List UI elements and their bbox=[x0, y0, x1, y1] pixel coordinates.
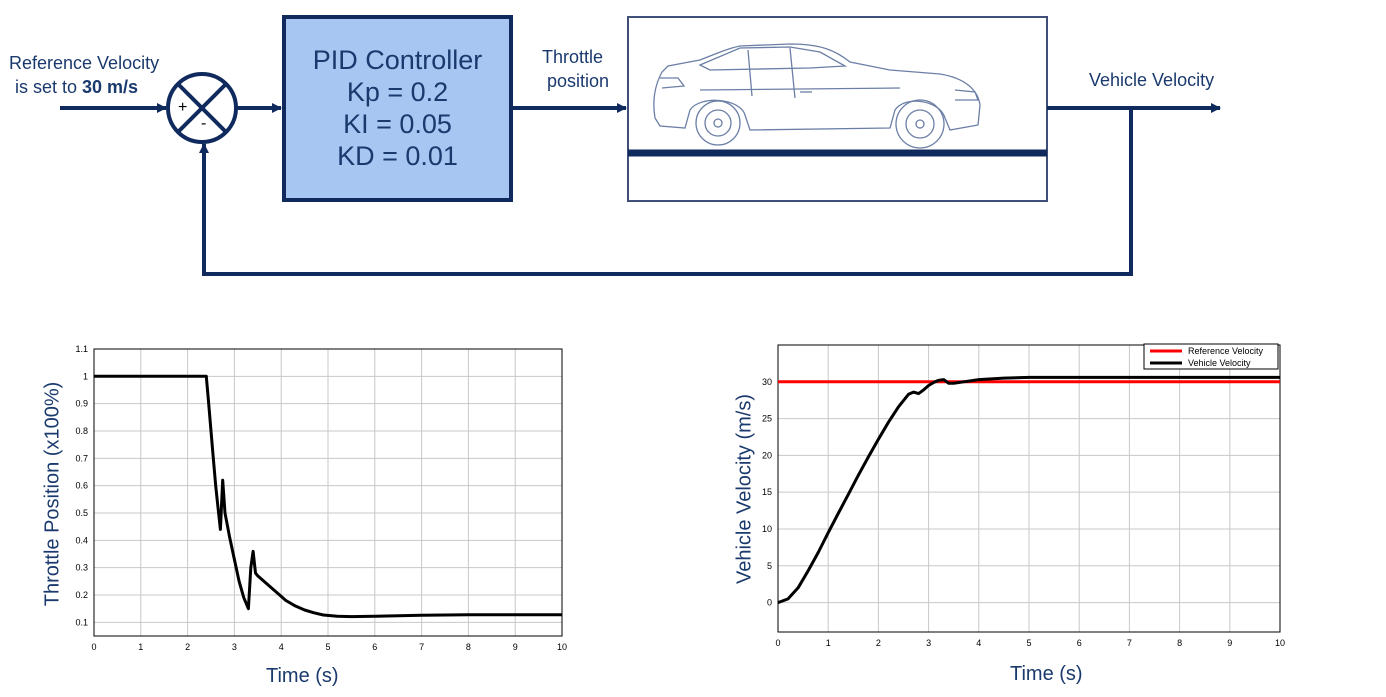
chart2-xlabel: Time (s) bbox=[1010, 663, 1083, 685]
chart2-xtick-label: 10 bbox=[1275, 638, 1285, 648]
pid-kp: Kp = 0.2 bbox=[346, 77, 449, 107]
sum-plus-sign: + bbox=[178, 99, 188, 116]
reference-label-line2: is set to 30 m/s bbox=[15, 77, 138, 98]
pid-controller-block bbox=[282, 15, 513, 202]
chart2-ytick-label: 20 bbox=[762, 450, 772, 460]
chart1-xlabel: Time (s) bbox=[266, 665, 339, 687]
chart2-ytick-label: 25 bbox=[762, 414, 772, 424]
chart1-ytick-label: 0.5 bbox=[75, 508, 88, 518]
chart1-xtick-label: 1 bbox=[138, 642, 143, 652]
block-diagram bbox=[60, 15, 1221, 276]
chart2-ytick-label: 0 bbox=[767, 598, 772, 608]
chart1-ytick-label: 0.4 bbox=[75, 535, 88, 545]
chart1-xtick-label: 5 bbox=[325, 642, 330, 652]
sum-minus-sign: - bbox=[201, 115, 207, 132]
chart1-ytick-label: 0.2 bbox=[75, 590, 88, 600]
car-icon bbox=[653, 43, 981, 149]
chart2-xtick-label: 1 bbox=[826, 638, 831, 648]
chart1-xtick-label: 2 bbox=[185, 642, 190, 652]
chart2-xtick-label: 9 bbox=[1227, 638, 1232, 648]
pid-ki: KI = 0.05 bbox=[343, 109, 452, 139]
chart2-ylabel: Vehicle Velocity (m/s) bbox=[733, 393, 756, 585]
chart2-xtick-label: 5 bbox=[1026, 638, 1031, 648]
chart2-ytick-label: 10 bbox=[762, 524, 772, 534]
chart1-xtick-label: 0 bbox=[91, 642, 96, 652]
chart1-xtick-label: 3 bbox=[232, 642, 237, 652]
chart2-ytick-label: 30 bbox=[762, 377, 772, 387]
chart2-xtick-label: 8 bbox=[1177, 638, 1182, 648]
chart1-xtick-label: 7 bbox=[419, 642, 424, 652]
reference-label-line1: Reference Velocity bbox=[9, 53, 160, 73]
feedback-path bbox=[199, 108, 1133, 276]
pid-title: PID Controller bbox=[312, 45, 483, 75]
chart1-ytick-label: 0.1 bbox=[75, 617, 88, 627]
reference-value: 30 m/s bbox=[82, 77, 139, 97]
reference-label-prefix: is set to bbox=[15, 77, 83, 97]
chart2-plot-frame bbox=[777, 344, 1281, 633]
chart2-xtick-label: 6 bbox=[1077, 638, 1082, 648]
chart1-plot-frame bbox=[93, 348, 563, 637]
chart2-series-line-1 bbox=[777, 375, 1280, 605]
chart2-legend-label: Vehicle Velocity bbox=[1188, 358, 1251, 368]
chart1-xtick-label: 10 bbox=[557, 642, 567, 652]
chart2-xtick-label: 2 bbox=[876, 638, 881, 648]
chart2-xtick-label: 3 bbox=[926, 638, 931, 648]
chart2-xtick-label: 4 bbox=[976, 638, 981, 648]
chart1-ytick-label: 0.3 bbox=[75, 563, 88, 573]
chart2-legend-label: Reference Velocity bbox=[1188, 346, 1264, 356]
chart1-ytick-label: 1.1 bbox=[75, 344, 88, 354]
chart1-xtick-label: 6 bbox=[372, 642, 377, 652]
chart1-ytick-label: 0.8 bbox=[75, 426, 88, 436]
chart2-xtick-label: 0 bbox=[775, 638, 780, 648]
chart1-ytick-label: 0.7 bbox=[75, 453, 88, 463]
chart1-series-line-0 bbox=[94, 374, 562, 619]
chart1-ytick-label: 1 bbox=[83, 371, 88, 381]
pid-kd: KD = 0.01 bbox=[337, 141, 458, 171]
chart2-legend bbox=[1143, 343, 1279, 370]
chart2-ytick-label: 5 bbox=[767, 561, 772, 571]
throttle-label-line1: Throttle bbox=[542, 47, 604, 67]
vehicle-plant-block bbox=[627, 16, 1048, 202]
chart1-ytick-label: 0.6 bbox=[75, 481, 88, 491]
chart1-ylabel: Throttle Position (x100%) bbox=[41, 381, 64, 607]
chart2-xtick-label: 7 bbox=[1127, 638, 1132, 648]
output-label: Vehicle Velocity bbox=[1089, 70, 1215, 90]
chart1-ytick-label: 0.9 bbox=[75, 399, 88, 409]
chart1-xtick-label: 9 bbox=[513, 642, 518, 652]
throttle-label-line2: position bbox=[547, 71, 610, 91]
chart1-xtick-label: 4 bbox=[279, 642, 284, 652]
chart2-ytick-label: 15 bbox=[762, 487, 772, 497]
chart1-xtick-label: 8 bbox=[466, 642, 471, 652]
